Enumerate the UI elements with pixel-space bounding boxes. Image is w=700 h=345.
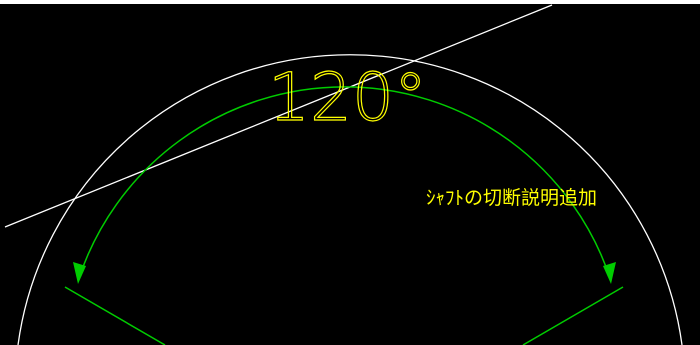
- construction-line: [4, 4, 553, 228]
- drawing-area[interactable]: [0, 4, 700, 345]
- angle-dimension-text[interactable]: 120°: [267, 58, 427, 136]
- dimension-arrow-right: [603, 262, 616, 284]
- annotation-text[interactable]: ｼｬﾌﾄの切断説明追加: [426, 187, 597, 209]
- extension-line-left: [64, 286, 166, 345]
- extension-line-right: [522, 286, 624, 345]
- dimension-arc: [77, 86, 612, 282]
- dimension-arrow-left: [73, 262, 86, 284]
- outer-circle: [17, 54, 683, 345]
